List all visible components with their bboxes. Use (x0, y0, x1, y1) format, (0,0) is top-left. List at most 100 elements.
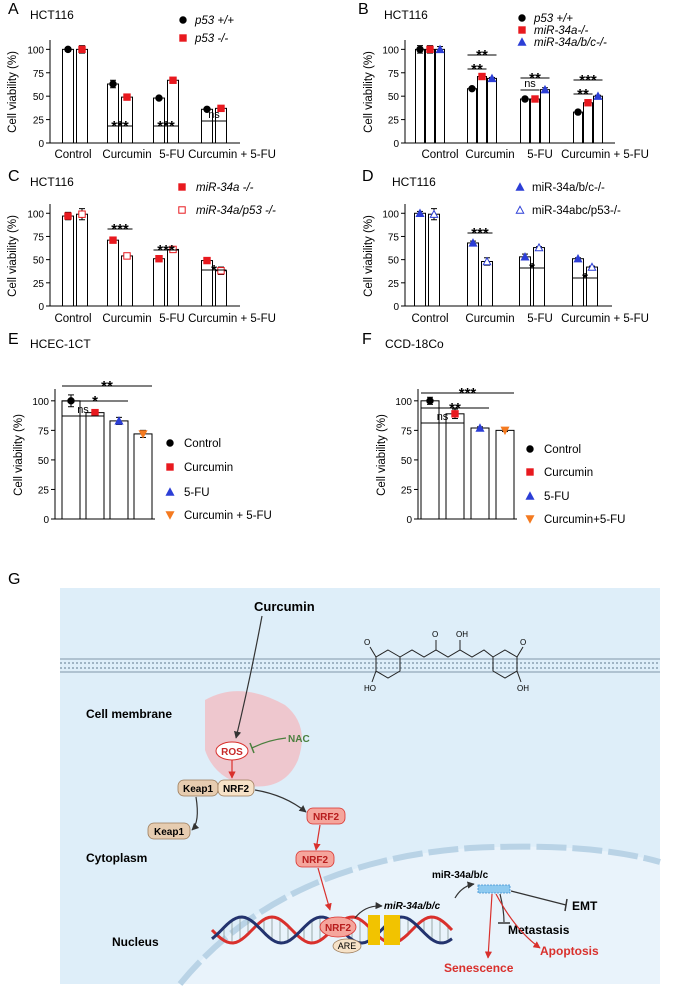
legend-label: p53 +/+ (194, 15, 234, 27)
y-tick-label: 0 (38, 139, 44, 150)
bar (477, 76, 487, 144)
legend-label: miR-34a/p53 -/- (196, 205, 276, 217)
x-tick-label: Curcumin (102, 313, 151, 325)
legend-marker (526, 468, 534, 476)
bar (76, 48, 88, 144)
significance-label: ** (101, 378, 113, 395)
x-tick-label: Curcumin (102, 149, 151, 161)
nucleus-region (180, 846, 660, 984)
ros-label: ROS (221, 747, 243, 758)
legend-label: Curcumin+5-FU (544, 514, 625, 526)
chart: D HCT116 Cell viability (%) 0 25 50 75 100 miR-3… (362, 168, 649, 325)
are-node (332, 938, 362, 954)
significance-label: *** (111, 118, 129, 135)
arrow (495, 893, 541, 949)
panel-label: E (8, 331, 19, 348)
significance-label: ns (524, 78, 536, 90)
bar (121, 255, 133, 307)
x-tick-label: Curcumin (465, 313, 514, 325)
legend-label: Curcumin + 5-FU (184, 510, 272, 522)
data-point (109, 236, 117, 244)
bond (516, 646, 524, 658)
bar (583, 102, 593, 144)
legend-marker (178, 206, 186, 214)
y-tick-label: 25 (33, 279, 45, 290)
data-point (217, 267, 225, 275)
y-tick-label: 50 (401, 456, 413, 467)
significance-label: ** (471, 61, 483, 78)
arrow (191, 796, 200, 831)
bar (153, 258, 165, 307)
y-axis-label: Cell viability (%) (7, 215, 19, 297)
bar (470, 427, 490, 520)
x-tick-label: Curcumin + 5-FU (561, 313, 649, 325)
gene-label: miR-34a/b/c (384, 901, 441, 912)
legend-label: Control (544, 444, 581, 456)
data-point (584, 99, 592, 107)
panel-label: D (362, 168, 374, 185)
metastasis-label: Metastasis (508, 923, 570, 937)
arrow (234, 615, 263, 739)
chart-title: HCT116 (30, 175, 74, 189)
data-point (123, 252, 131, 260)
bar (586, 266, 598, 307)
y-tick-label: 75 (401, 426, 413, 437)
data-point (478, 72, 486, 81)
bar (62, 48, 74, 144)
bar (530, 98, 540, 144)
chart: E HCEC-1CT Cell viability (%) 0 25 50 75 100 Con… (8, 331, 272, 526)
data-point (451, 410, 459, 418)
legend-marker (518, 26, 526, 34)
significance-label: ns (77, 404, 89, 416)
atom-label: O (520, 638, 526, 647)
x-tick-label: Curcumin + 5-FU (188, 313, 276, 325)
atom-label: HO (364, 684, 376, 693)
arrow (317, 867, 332, 911)
nrf2-label: NRF2 (313, 812, 340, 823)
panel-label: F (362, 331, 372, 348)
bar (540, 89, 550, 144)
data-point (593, 91, 603, 100)
are-label: ARE (338, 941, 357, 951)
legend-marker (166, 463, 174, 471)
data-point (415, 208, 425, 217)
bond (371, 670, 377, 683)
bar (133, 433, 153, 520)
data-point (155, 94, 163, 102)
legend-label: 5-FU (544, 491, 570, 503)
curcumin-structure (369, 640, 524, 683)
data-point (123, 93, 131, 101)
atom-label: OH (456, 630, 468, 639)
data-point (475, 423, 485, 432)
atom-label: OH (517, 684, 529, 693)
bar (495, 429, 515, 520)
chart: B HCT116 Cell viability (%) 0 25 50 75 100 p53 +… (358, 1, 649, 161)
significance-label: * (211, 262, 217, 279)
pathway-diagram: G O OH O HO O OH Curcumin Cell membrane … (8, 571, 661, 986)
apoptosis-label: Apoptosis (540, 944, 599, 958)
membrane-label: Cell membrane (86, 707, 172, 721)
chart-title: HCT116 (384, 8, 428, 22)
y-tick-label: 0 (393, 302, 399, 313)
legend-marker (179, 16, 187, 24)
y-tick-label: 50 (33, 256, 45, 267)
y-tick-label: 0 (393, 139, 399, 150)
bond (516, 670, 522, 683)
bar (520, 98, 530, 144)
significance-label: ** (529, 70, 541, 87)
x-tick-label: Control (411, 313, 448, 325)
mirna-label: miR-34a/b/c (432, 870, 489, 881)
y-axis-label: Cell viability (%) (7, 51, 19, 133)
significance-label: * (529, 260, 535, 277)
data-point (169, 76, 177, 84)
data-point (574, 108, 582, 116)
arrow (254, 789, 307, 813)
x-tick-label: Curcumin + 5-FU (188, 149, 276, 161)
x-tick-label: 5-FU (527, 149, 553, 161)
emt-label: EMT (572, 899, 598, 913)
legend-label: miR-34abc/p53-/- (532, 205, 621, 217)
legend-label: miR-34a/b/c-/- (532, 182, 605, 194)
inhibition (499, 893, 505, 923)
data-point (482, 256, 492, 266)
legend-label: Curcumin (184, 462, 233, 474)
